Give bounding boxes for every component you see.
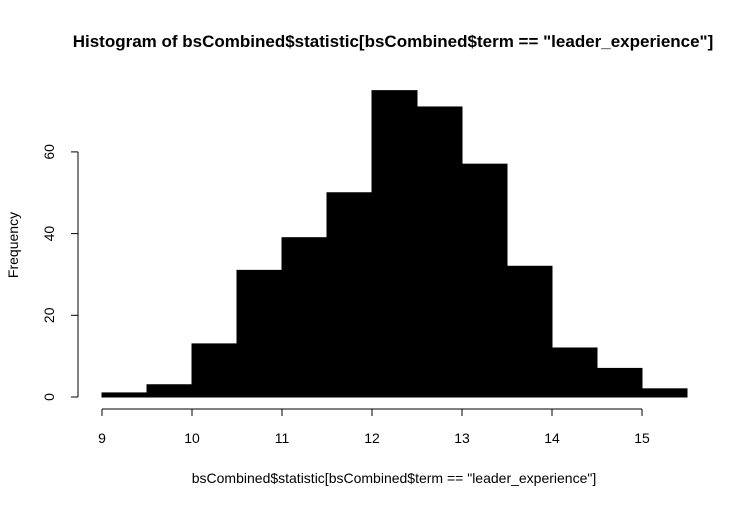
x-tick-label: 13 — [454, 430, 470, 446]
histogram-bar — [191, 343, 238, 398]
x-tick-label: 14 — [544, 430, 560, 446]
chart-title: Histogram of bsCombined$statistic[bsComb… — [73, 32, 714, 51]
bars-group — [101, 90, 688, 398]
y-tick-label: 60 — [41, 144, 57, 160]
histogram-bar — [506, 265, 553, 398]
histogram-bar — [326, 192, 373, 398]
x-tick-label: 12 — [364, 430, 380, 446]
histogram-bar — [101, 392, 148, 398]
y-axis: 0 20 40 60 — [41, 144, 79, 401]
histogram-bar — [236, 269, 283, 398]
x-tick-label: 10 — [184, 430, 200, 446]
y-axis-label: Frequency — [5, 212, 21, 278]
x-tick-label: 15 — [634, 430, 650, 446]
x-axis: 9 10 11 12 13 14 15 — [98, 408, 650, 446]
histogram-bar — [461, 163, 508, 398]
y-tick-label: 20 — [41, 307, 57, 323]
x-tick-label: 9 — [98, 430, 106, 446]
histogram-bar — [146, 384, 193, 398]
histogram-bar — [371, 90, 418, 398]
y-tick-label: 0 — [41, 393, 57, 401]
histogram-bar — [281, 237, 328, 398]
histogram-bar — [596, 367, 643, 398]
y-tick-label: 40 — [41, 226, 57, 242]
histogram-bar — [416, 106, 463, 398]
histogram-bar — [551, 347, 598, 398]
histogram-bar — [641, 388, 688, 398]
x-axis-label: bsCombined$statistic[bsCombined$term == … — [192, 470, 597, 486]
x-tick-label: 11 — [275, 430, 290, 446]
